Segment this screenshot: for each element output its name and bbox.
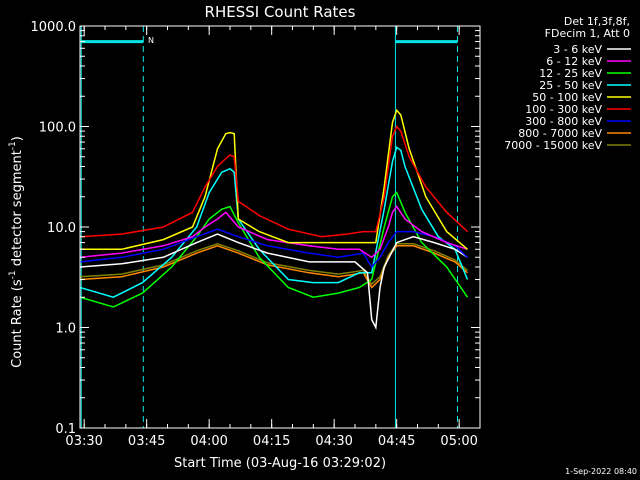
x-tick-label: 04:45 bbox=[378, 434, 415, 449]
legend-label: 6 - 12 keV bbox=[546, 55, 602, 68]
legend-label: 800 - 7000 keV bbox=[518, 127, 602, 140]
series-line bbox=[80, 146, 469, 299]
x-axis-label: Start Time (03-Aug-16 03:29:02) bbox=[174, 456, 386, 471]
legend-label: 25 - 50 keV bbox=[539, 79, 602, 92]
timestamp: 1-Sep-2022 08:40 bbox=[565, 467, 637, 476]
y-axis-label-main: Count Rate (s bbox=[10, 279, 25, 368]
series-line bbox=[80, 245, 468, 289]
series-line bbox=[80, 108, 468, 251]
series-line bbox=[80, 191, 469, 308]
y-axis-label-end: ) bbox=[10, 136, 25, 141]
legend-label: 300 - 800 keV bbox=[525, 115, 602, 128]
series-line bbox=[80, 243, 468, 286]
y-tick-label: 1.0 bbox=[55, 322, 76, 337]
marker-layer bbox=[80, 26, 458, 428]
y-tick-label: 0.1 bbox=[55, 422, 76, 437]
y-axis-label-sup1: -1 bbox=[8, 270, 18, 279]
y-axis-label: Count Rate (s-1 detector segment-1) bbox=[8, 136, 25, 368]
legend-info-line-1: Det 1f,3f,8f, bbox=[564, 15, 630, 28]
y-axis-label-mid: detector segment bbox=[10, 150, 25, 270]
legend: Det 1f,3f,8f, FDecim 1, Att 0 3 - 6 keV6… bbox=[504, 15, 631, 152]
chart-title: RHESSI Count Rates bbox=[205, 3, 356, 21]
y-tick-label: 10.0 bbox=[47, 221, 76, 236]
legend-label: 3 - 6 keV bbox=[553, 43, 602, 56]
series-line bbox=[80, 125, 469, 238]
x-tick-label: 04:00 bbox=[190, 434, 227, 449]
series-line bbox=[80, 233, 468, 331]
legend-info-line-2: FDecim 1, Att 0 bbox=[545, 27, 630, 40]
series-line bbox=[80, 228, 469, 269]
x-tick-label: 03:30 bbox=[65, 434, 102, 449]
x-tick-label: 04:30 bbox=[315, 434, 352, 449]
series-layer bbox=[80, 108, 469, 331]
x-tick-label: 05:00 bbox=[440, 434, 477, 449]
series-line bbox=[80, 205, 468, 259]
legend-label: 50 - 100 keV bbox=[532, 91, 602, 104]
y-tick-label: 100.0 bbox=[39, 121, 76, 136]
legend-label: 7000 - 15000 keV bbox=[504, 139, 602, 152]
y-tick-label: 1000.0 bbox=[31, 20, 77, 35]
axis-layer: 1000.0 100.0 10.0 1.0 0.103:30 03:45 04:00 04:1… bbox=[31, 20, 481, 449]
night-marker-label: N bbox=[148, 36, 154, 45]
x-tick-label: 03:45 bbox=[128, 434, 165, 449]
x-tick-label: 04:15 bbox=[253, 434, 290, 449]
y-axis-label-sup2: -1 bbox=[8, 141, 18, 150]
legend-label: 100 - 300 keV bbox=[525, 103, 602, 116]
legend-label: 12 - 25 keV bbox=[539, 67, 602, 80]
